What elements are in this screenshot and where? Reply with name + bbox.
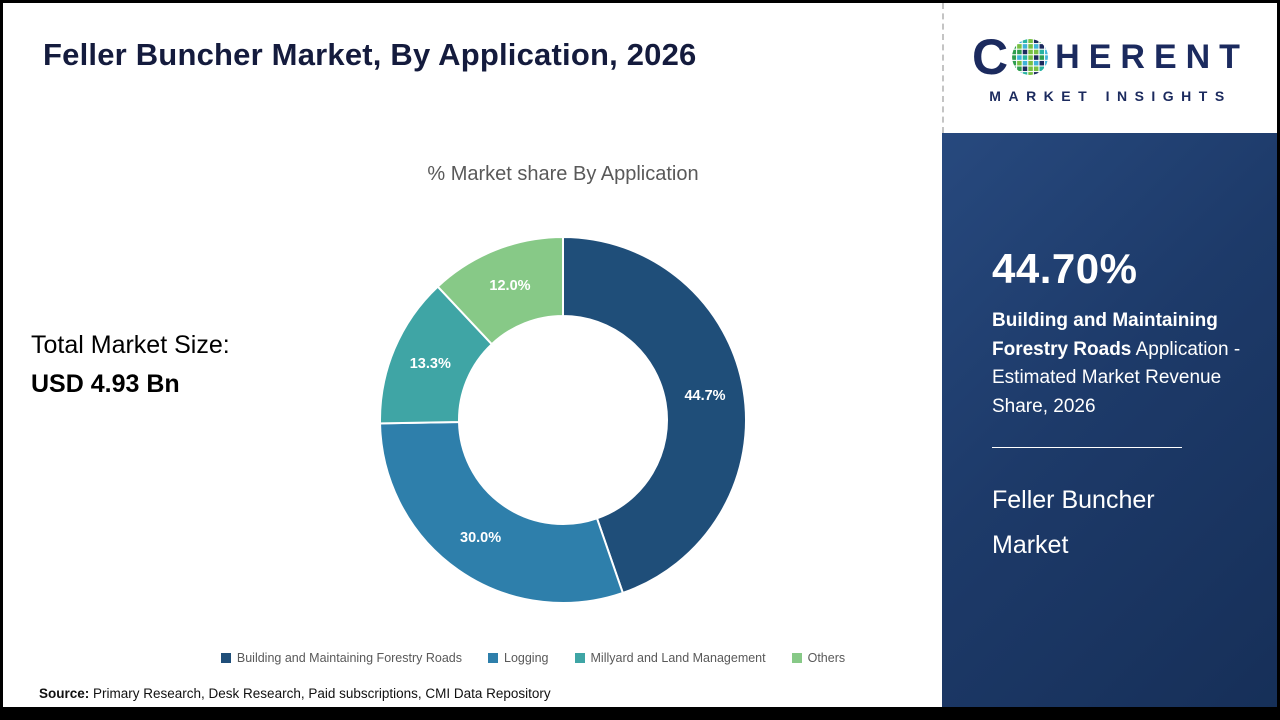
legend-item-1: Building and Maintaining Forestry Roads	[220, 651, 462, 665]
legend-swatch-4	[791, 653, 802, 663]
right-column: C HERENT MARKET INSIGHTS 44.70% Building…	[942, 3, 1277, 717]
legend-swatch-2	[488, 653, 498, 663]
highlight-sidebar: 44.70% Building and Maintaining Forestry…	[942, 133, 1277, 717]
brand-letter-c: C	[972, 29, 1011, 85]
page-title: Feller Buncher Market, By Application, 2…	[43, 37, 697, 72]
donut-slice-1	[562, 236, 747, 594]
legend-swatch-1	[220, 653, 231, 663]
brand-tagline: MARKET INSIGHTS	[989, 88, 1232, 104]
donut-slice-2	[379, 420, 624, 604]
dot-mosaic-globe-icon	[1012, 39, 1049, 75]
donut-slice-4	[436, 236, 564, 346]
sidebar-market-name: Feller Buncher Market	[992, 486, 1155, 559]
total-market-size-value: USD 4.93 Bn	[31, 370, 180, 398]
highlight-percentage: 44.70%	[992, 245, 1138, 292]
legend-label-2: Logging	[504, 651, 549, 665]
source-line: Source: Primary Research, Desk Research,…	[39, 686, 551, 701]
total-market-size-block: Total Market Size: USD 4.93 Bn	[31, 331, 230, 399]
chart-legend: Building and Maintaining Forestry Roads L…	[123, 651, 943, 665]
slice-label-2: 30.0%	[460, 530, 501, 546]
total-market-size-label: Total Market Size:	[31, 331, 230, 359]
legend-label-1: Building and Maintaining Forestry Roads	[236, 651, 462, 665]
legend-label-3: Millyard and Land Management	[590, 651, 766, 665]
brand-name: HERENT	[1055, 38, 1249, 76]
source-label: Source:	[39, 686, 90, 701]
highlight-segment-name: Building and Maintaining Forestry Roads	[992, 310, 1218, 360]
slice-label-1: 44.7%	[684, 388, 725, 404]
brand-logo: C HERENT MARKET INSIGHTS	[942, 3, 1277, 133]
highlight-description: Building and Maintaining Forestry Roads …	[992, 307, 1244, 421]
legend-item-2: Logging	[488, 651, 549, 665]
source-text: Primary Research, Desk Research, Paid su…	[89, 686, 551, 701]
bottom-black-bar	[3, 707, 1277, 717]
legend-swatch-3	[574, 653, 585, 663]
slice-label-3: 13.3%	[410, 356, 451, 372]
donut-chart: 44.7% 30.0% 13.3% 12.0%	[379, 236, 747, 604]
brand-logo-row: C HERENT	[972, 32, 1249, 82]
legend-label-4: Others	[807, 651, 846, 665]
donut-chart-container: 44.7% 30.0% 13.3% 12.0%	[373, 230, 753, 610]
legend-item-4: Others	[791, 651, 846, 665]
chart-title: % Market share By Application	[427, 163, 699, 185]
sidebar-divider	[992, 447, 1182, 448]
slice-label-4: 12.0%	[489, 278, 530, 294]
legend-item-3: Millyard and Land Management	[574, 651, 766, 665]
highlight-segment-note: Application - Estimated Market Revenue S…	[992, 338, 1241, 417]
